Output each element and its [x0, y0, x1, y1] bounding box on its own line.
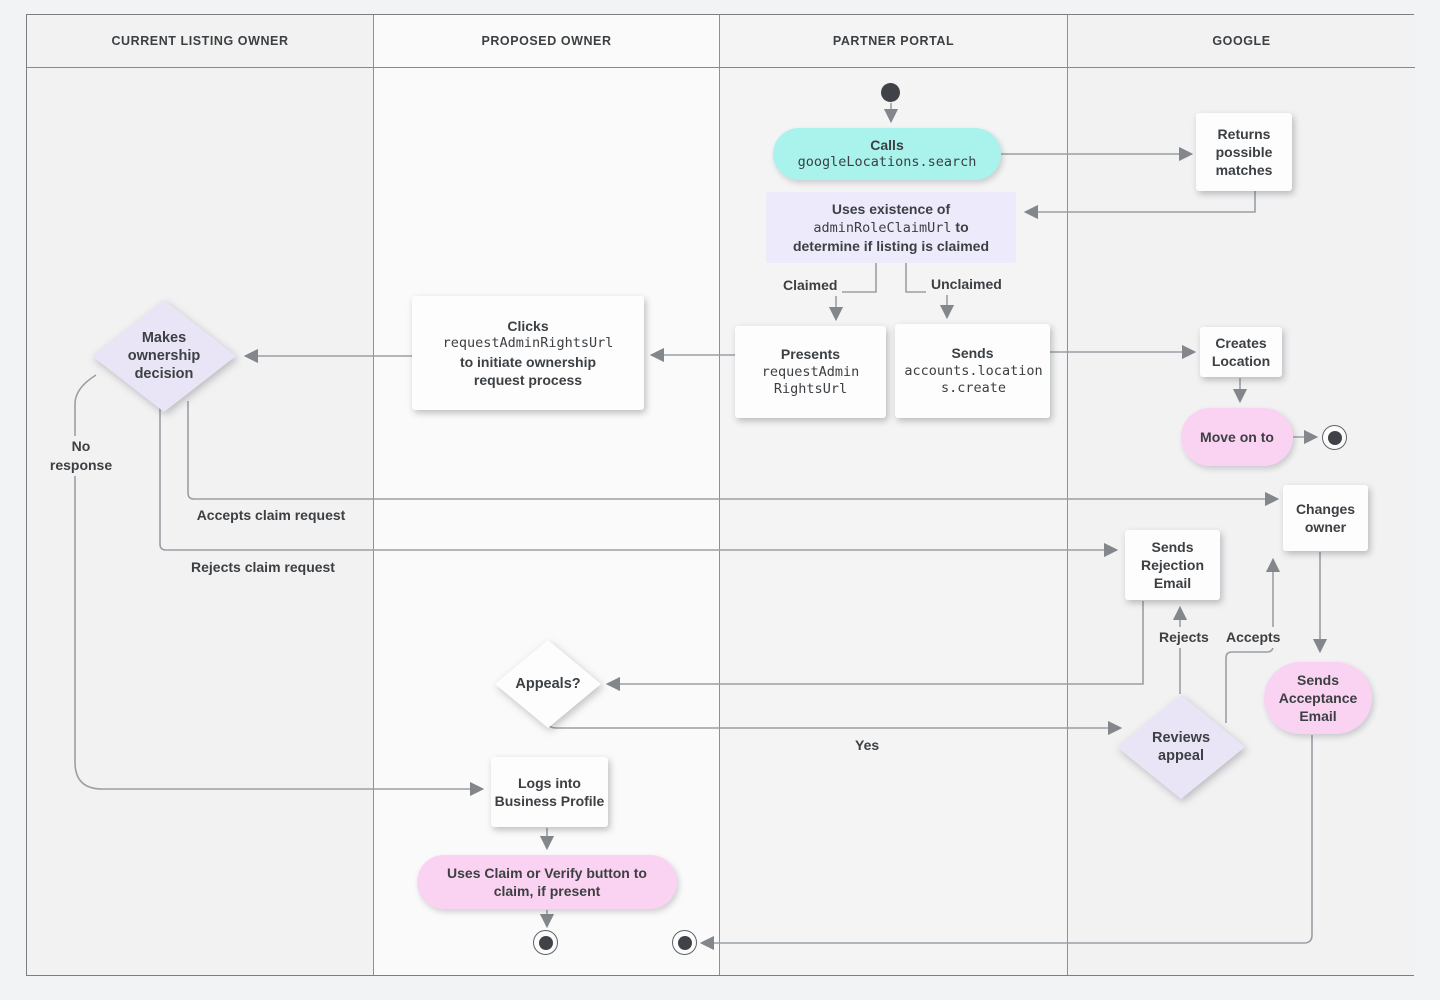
node-line2: adminRoleClaimUrl to — [813, 218, 968, 238]
node-calls-google-locations-search: Calls googleLocations.search — [773, 128, 1001, 180]
edge-label-rejects: Rejects — [1154, 627, 1214, 648]
decision-appeals: Appeals? — [495, 640, 601, 728]
api-code-label: googleLocations.search — [797, 154, 977, 171]
node-sends-accounts-locations-create: Sends accounts.locations.create — [895, 324, 1050, 418]
decision-makes-ownership-decision: Makes ownership decision — [92, 300, 236, 412]
node-clicks-request-admin-rights-url: Clicks requestAdminRightsUrl to initiate… — [412, 296, 644, 410]
decision-reviews-appeal: Reviews appeal — [1117, 695, 1245, 799]
node-uses-existence-admin-role-claim-url: Uses existence of adminRoleClaimUrl to d… — [766, 192, 1016, 263]
lane-title: PROPOSED OWNER — [374, 15, 719, 68]
end-node-move-on — [1322, 425, 1347, 450]
node-label: Sends Acceptance Email — [1278, 671, 1358, 725]
edge-label-no-response: No response — [36, 436, 126, 476]
node-move-on-to: Move on to — [1181, 408, 1293, 466]
api-code-label: requestAdminRightsUrl — [442, 335, 614, 352]
decision-label: Makes ownership decision — [127, 329, 201, 383]
edge-label-accepts: Accepts — [1221, 627, 1286, 648]
node-sends-acceptance-email: Sends Acceptance Email — [1264, 662, 1372, 734]
node-logs-into-business-profile: Logs into Business Profile — [491, 757, 608, 827]
start-node — [881, 83, 900, 102]
api-code-label: requestAdminRightsUrl — [761, 363, 860, 398]
node-title: Clicks — [507, 317, 549, 334]
decision-label: Appeals? — [515, 675, 581, 692]
node-returns-possible-matches: Returns possible matches — [1196, 113, 1292, 191]
node-label: Uses Claim or Verify button to claim, if… — [447, 864, 647, 899]
api-code-label: accounts.locations.create — [904, 362, 1043, 397]
node-line1: Uses existence of — [831, 200, 951, 217]
node-label: Sends Rejection Email — [1140, 538, 1204, 592]
node-label: Move on to — [1200, 428, 1274, 445]
node-presents-request-admin-rights-url: Presents requestAdminRightsUrl — [735, 326, 886, 418]
node-title: Calls — [870, 137, 904, 154]
node-creates-location: Creates Location — [1200, 327, 1282, 377]
node-line2-suffix: to — [955, 218, 969, 235]
lane-title: GOOGLE — [1068, 15, 1415, 68]
node-sends-rejection-email: Sends Rejection Email — [1125, 530, 1220, 600]
node-changes-owner: Changes owner — [1283, 485, 1368, 551]
end-node-acceptance — [672, 930, 697, 955]
node-uses-claim-or-verify-button: Uses Claim or Verify button to claim, if… — [417, 855, 677, 909]
node-label: Logs into Business Profile — [494, 774, 605, 809]
lane-title: PARTNER PORTAL — [720, 15, 1067, 68]
node-label: Creates Location — [1211, 334, 1271, 369]
end-node-claim — [533, 930, 558, 955]
lane-title: CURRENT LISTING OWNER — [27, 15, 373, 68]
edge-label-unclaimed: Unclaimed — [926, 274, 1007, 295]
edge-label-claimed: Claimed — [778, 275, 843, 296]
edge-label-rejects-claim-request: Rejects claim request — [173, 557, 353, 578]
node-title: Presents — [780, 346, 841, 363]
api-code-label: adminRoleClaimUrl — [813, 219, 952, 236]
node-label: Changes owner — [1295, 500, 1356, 535]
node-title: Sends — [951, 345, 994, 362]
node-rest: to initiate ownership request process — [459, 353, 597, 388]
lane-proposed-owner: PROPOSED OWNER — [374, 15, 720, 975]
decision-label: Reviews appeal — [1151, 729, 1211, 764]
node-line3: determine if listing is claimed — [792, 238, 990, 255]
edge-label-accepts-claim-request: Accepts claim request — [181, 505, 361, 526]
lane-current-listing-owner: CURRENT LISTING OWNER — [27, 15, 374, 975]
node-label: Returns possible matches — [1215, 125, 1273, 179]
edge-label-yes: Yes — [850, 735, 885, 756]
